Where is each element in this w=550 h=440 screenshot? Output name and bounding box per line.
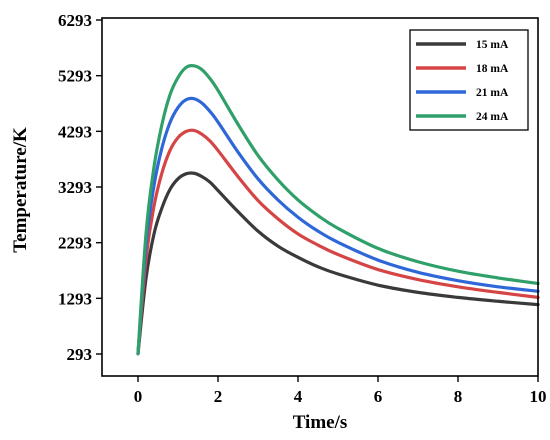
axes-layer: 0 2 4 6 8 10 293 1293 2293 3293 4293 5293 6293 Time/s… — [10, 11, 547, 433]
y-axis-title: Temperature/K — [10, 127, 31, 253]
y-tick-label: 3293 — [58, 178, 92, 197]
x-tick-label: 4 — [294, 387, 303, 406]
series-layer — [136, 64, 540, 356]
series-line-18-ma — [136, 128, 540, 356]
x-tick-label: 8 — [454, 387, 463, 406]
series-line-24-ma — [136, 64, 540, 356]
y-tick-label: 5293 — [58, 67, 92, 86]
legend-label: 18 mA — [476, 63, 509, 75]
x-tick-label: 0 — [134, 387, 143, 406]
x-tick-label: 10 — [530, 387, 547, 406]
legend: 15 mA 18 mA 21 mA 24 mA — [409, 29, 529, 131]
y-tick-label: 293 — [67, 345, 93, 364]
y-tick-label: 4293 — [58, 122, 92, 141]
series-line-21-ma — [136, 96, 540, 356]
plot-frame — [101, 17, 539, 377]
y-tick-label: 1293 — [58, 289, 92, 308]
x-tick-label: 6 — [374, 387, 383, 406]
x-tick-label: 2 — [214, 387, 223, 406]
legend-label: 24 mA — [476, 111, 509, 123]
x-axis-title: Time/s — [293, 412, 348, 433]
legend-label: 15 mA — [476, 39, 509, 51]
legend-label: 21 mA — [476, 87, 509, 99]
series-line-15-ma — [136, 171, 540, 356]
y-tick-label: 2293 — [58, 234, 92, 253]
y-tick-label: 6293 — [58, 11, 92, 30]
legend-box — [409, 29, 529, 131]
